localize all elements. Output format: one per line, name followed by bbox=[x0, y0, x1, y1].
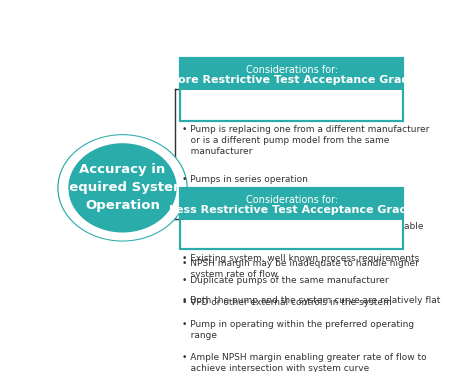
Circle shape bbox=[69, 144, 176, 232]
Text: • Duplicate pumps of the same manufacturer: • Duplicate pumps of the same manufactur… bbox=[182, 276, 388, 285]
Text: • NPSH margin may be inadequate to handle higher
   system rate of flow: • NPSH margin may be inadequate to handl… bbox=[182, 259, 418, 279]
Text: • Ample NPSH margin enabling greater rate of flow to
   achieve intersection wit: • Ample NPSH margin enabling greater rat… bbox=[182, 353, 427, 372]
Circle shape bbox=[58, 135, 187, 241]
Text: • Pumps in parallel operation: • Pumps in parallel operation bbox=[182, 199, 315, 208]
FancyBboxPatch shape bbox=[180, 188, 403, 250]
Circle shape bbox=[66, 141, 180, 235]
Text: More Restrictive Test Acceptance Grade: More Restrictive Test Acceptance Grade bbox=[167, 75, 417, 85]
Text: • Both the pump and the system curve are relatively flat: • Both the pump and the system curve are… bbox=[182, 296, 440, 305]
Text: • Existing system, well known process requirements: • Existing system, well known process re… bbox=[182, 254, 419, 263]
Text: • VFD or other external controls in the system: • VFD or other external controls in the … bbox=[182, 298, 392, 307]
Circle shape bbox=[59, 136, 186, 240]
Text: • Pump is operating at the extremes of the allowable
   operating region: • Pump is operating at the extremes of t… bbox=[182, 222, 423, 243]
Text: • Pump in operating within the preferred operating
   range: • Pump in operating within the preferred… bbox=[182, 320, 414, 340]
Bar bbox=[180, 58, 403, 90]
Bar bbox=[180, 188, 403, 220]
Text: Less Restrictive Test Acceptance Grade: Less Restrictive Test Acceptance Grade bbox=[169, 205, 414, 215]
Text: Considerations for:: Considerations for: bbox=[246, 65, 338, 75]
Text: • Pumps in series operation: • Pumps in series operation bbox=[182, 175, 308, 184]
Text: Considerations for:: Considerations for: bbox=[246, 195, 338, 205]
Text: Accuracy in
Required System
Operation: Accuracy in Required System Operation bbox=[58, 163, 186, 212]
FancyBboxPatch shape bbox=[180, 58, 403, 121]
Text: • Pump is replacing one from a different manufacturer
   or is a different pump : • Pump is replacing one from a different… bbox=[182, 125, 429, 156]
